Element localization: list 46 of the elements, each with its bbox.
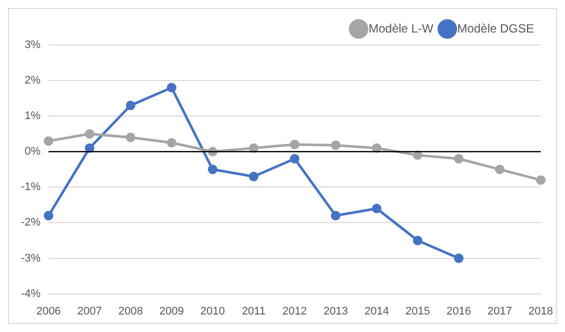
point — [372, 143, 382, 153]
x-tick-label: 2009 — [159, 305, 184, 318]
x-tick-label: 2013 — [323, 305, 348, 318]
x-tick-label: 2010 — [200, 305, 225, 318]
y-tick-label: 3% — [24, 39, 41, 52]
point — [166, 138, 176, 148]
point — [412, 236, 422, 246]
x-tick-label: 2012 — [282, 305, 307, 318]
point — [330, 140, 340, 150]
legend-label: Modèle L-W — [368, 21, 434, 36]
point — [290, 154, 300, 164]
point — [126, 132, 136, 142]
point — [208, 164, 218, 174]
y-tick-label: 1% — [24, 110, 41, 122]
y-tick-label: -3% — [21, 252, 41, 264]
x-tick-label: 2006 — [36, 305, 61, 318]
point — [290, 140, 300, 150]
point — [84, 143, 94, 153]
point — [454, 154, 464, 164]
y-tick-label: 0% — [24, 146, 41, 158]
point — [84, 129, 94, 139]
y-tick-label: -2% — [21, 216, 41, 229]
point — [166, 82, 176, 92]
x-tick-label: 2014 — [364, 305, 389, 318]
y-tick-label: -1% — [21, 181, 41, 194]
x-tick-label: 2015 — [405, 305, 430, 318]
legend-label: Modèle DGSE — [457, 21, 534, 36]
point — [44, 136, 54, 146]
point — [44, 210, 54, 220]
point — [248, 172, 258, 182]
point — [372, 204, 382, 214]
point — [412, 150, 422, 160]
x-tick-label: 2008 — [118, 305, 143, 318]
x-tick-label: 2016 — [446, 305, 471, 318]
point — [536, 175, 546, 185]
x-tick-label: 2007 — [77, 305, 102, 318]
x-tick-label: 2017 — [488, 305, 512, 318]
point — [454, 254, 464, 264]
y-tick-label: 2% — [24, 74, 41, 87]
x-tick-label: 2018 — [528, 305, 554, 318]
point — [330, 210, 340, 220]
point — [126, 100, 136, 110]
y-tick-label: -4% — [21, 288, 41, 300]
point — [248, 143, 258, 153]
x-tick-label: 2011 — [242, 305, 266, 318]
point — [495, 164, 504, 174]
